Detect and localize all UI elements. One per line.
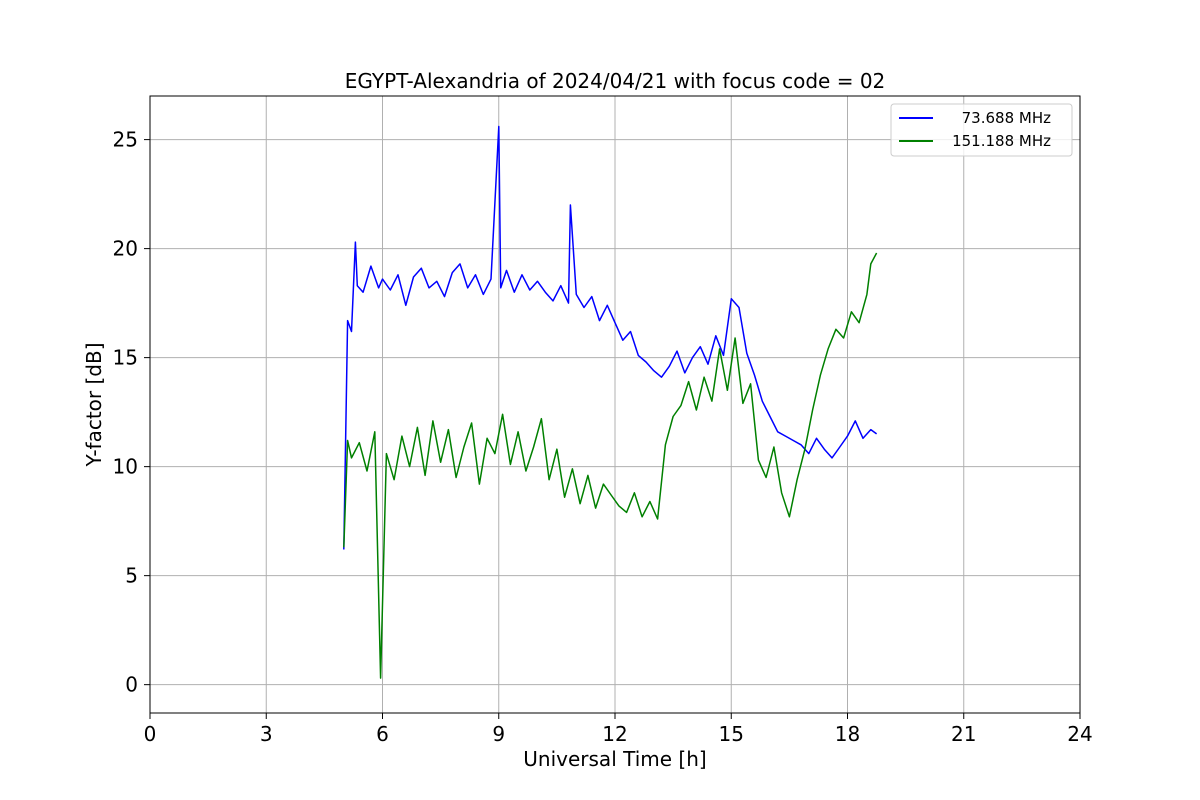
series-line-1: [343, 125, 878, 550]
x-tick-label: 24: [1067, 722, 1092, 746]
y-axis-label: Y-factor [dB]: [82, 342, 106, 467]
chart-legend: 73.688 MHz 151.188 MHz: [890, 103, 1073, 157]
x-tick-label: 9: [492, 722, 505, 746]
axis-ticks: 0 3 6 9 12 15 18 21 24 0 5 10 15 20 25: [113, 128, 1093, 746]
y-tick-label: 5: [125, 564, 138, 588]
x-tick-label: 0: [144, 722, 157, 746]
legend-box: [890, 103, 1073, 157]
legend-label: 73.688 MHz: [962, 109, 1051, 127]
y-tick-label: 15: [113, 346, 138, 370]
x-tick-label: 18: [835, 722, 860, 746]
x-tick-label: 3: [260, 722, 273, 746]
chart-title: EGYPT-Alexandria of 2024/04/21 with focu…: [345, 69, 886, 93]
y-tick-label: 10: [113, 455, 138, 479]
x-tick-label: 12: [602, 722, 627, 746]
y-tick-label: 25: [113, 128, 138, 152]
series-line-2: [343, 252, 878, 679]
x-tick-label: 6: [376, 722, 389, 746]
y-tick-label: 20: [113, 237, 138, 261]
x-tick-label: 21: [951, 722, 976, 746]
plot-area: [343, 125, 878, 679]
y-tick-label: 0: [125, 673, 138, 697]
x-axis-label: Universal Time [h]: [523, 747, 706, 771]
legend-label: 151.188 MHz: [952, 132, 1051, 150]
x-tick-label: 15: [719, 722, 744, 746]
